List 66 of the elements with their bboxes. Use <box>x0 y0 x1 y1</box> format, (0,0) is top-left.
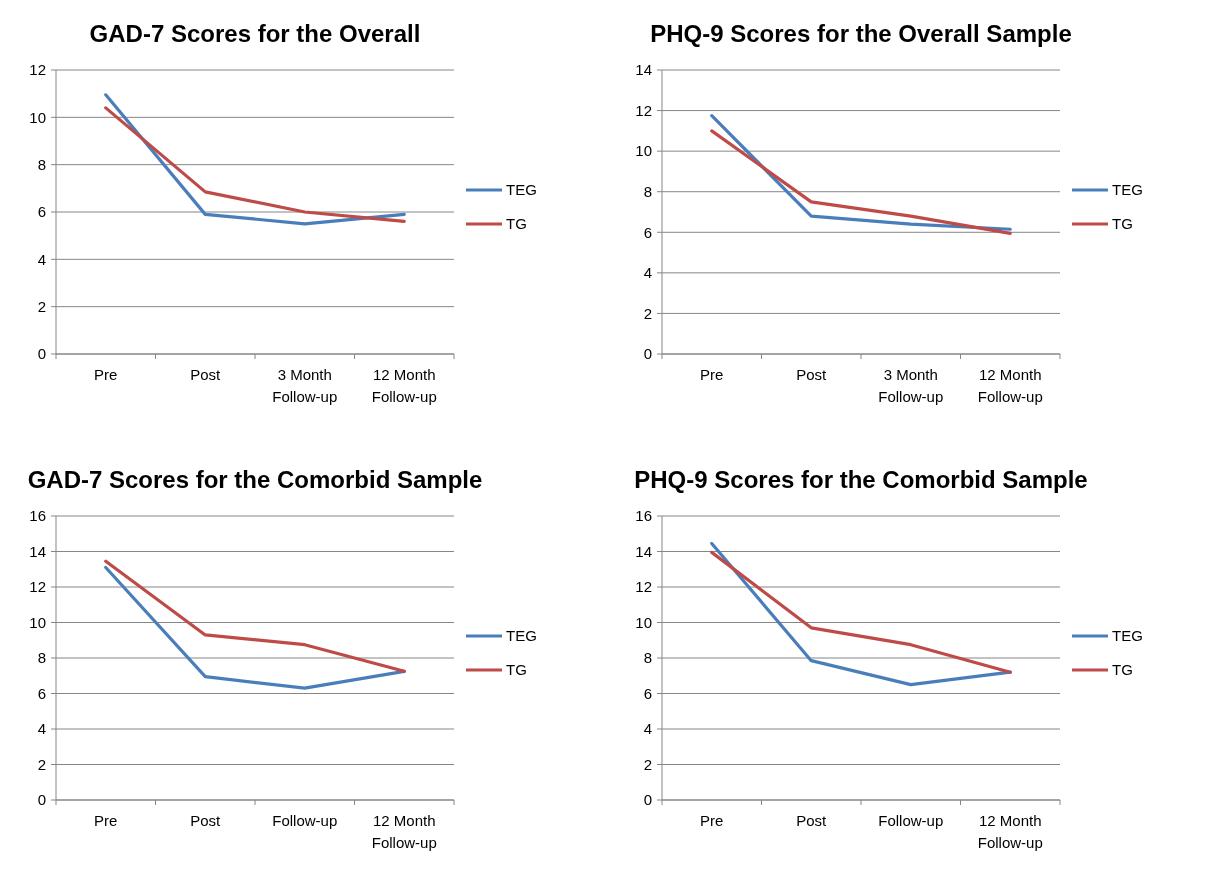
y-tick-label: 8 <box>643 649 652 667</box>
y-tick-label: 14 <box>635 542 652 560</box>
y-tick-label: 2 <box>37 297 46 315</box>
y-tick-label: 0 <box>37 345 46 363</box>
y-tick-label: 4 <box>643 264 652 282</box>
y-tick-label: 14 <box>29 542 46 560</box>
x-tick-label: Pre <box>700 366 724 383</box>
y-tick-label: 12 <box>29 61 46 79</box>
legend-label: TEG <box>1112 181 1143 199</box>
y-tick-label: 10 <box>635 613 652 631</box>
y-tick-label: 10 <box>635 142 652 160</box>
y-tick-label: 4 <box>37 720 46 738</box>
y-tick-label: 0 <box>643 791 652 809</box>
x-tick-label: 12 Month Follow-up <box>371 366 437 405</box>
y-tick-label: 0 <box>643 345 652 363</box>
y-tick-label: 14 <box>635 61 652 79</box>
y-tick-label: 6 <box>643 684 652 702</box>
x-tick-label: Follow-up <box>272 812 338 829</box>
y-tick-label: 4 <box>37 250 46 268</box>
y-tick-label: 6 <box>37 203 46 221</box>
x-tick-label: Pre <box>700 812 724 829</box>
y-tick-label: 12 <box>29 578 46 596</box>
x-tick-label: Pre <box>94 366 118 383</box>
y-tick-label: 2 <box>643 755 652 773</box>
y-tick-label: 10 <box>29 613 46 631</box>
x-tick-label: 3 Month Follow-up <box>272 366 338 405</box>
y-tick-label: 6 <box>643 223 652 241</box>
x-tick-label: 12 Month Follow-up <box>371 812 437 851</box>
y-tick-label: 8 <box>643 182 652 200</box>
legend-label: TG <box>506 215 527 233</box>
x-tick-label: Pre <box>94 812 118 829</box>
x-tick-label: Follow-up <box>878 812 944 829</box>
line-series <box>710 541 1012 687</box>
line-series <box>710 129 1012 235</box>
legend-label: TG <box>1112 215 1133 233</box>
y-tick-label: 0 <box>37 791 46 809</box>
x-tick-label: Post <box>796 812 828 829</box>
x-tick-label: 12 Month Follow-up <box>977 812 1043 851</box>
legend-label: TG <box>506 661 527 679</box>
y-tick-label: 4 <box>643 720 652 738</box>
chart-title: PHQ-9 Scores for the Overall Sample <box>650 20 1072 47</box>
x-tick-label: Post <box>190 366 222 383</box>
chart-title: GAD-7 Scores for the Comorbid Sample <box>27 466 483 493</box>
y-tick-label: 8 <box>37 649 46 667</box>
y-tick-label: 10 <box>29 108 46 126</box>
line-series <box>104 559 406 673</box>
y-tick-label: 2 <box>643 304 652 322</box>
y-tick-label: 6 <box>37 684 46 702</box>
line-series <box>104 565 406 690</box>
y-tick-label: 16 <box>29 507 46 525</box>
y-tick-label: 12 <box>635 101 652 119</box>
y-tick-label: 16 <box>635 507 652 525</box>
y-tick-label: 8 <box>37 155 46 173</box>
x-tick-label: Post <box>796 366 828 383</box>
x-tick-label: 12 Month Follow-up <box>977 366 1043 405</box>
x-tick-label: Post <box>190 812 222 829</box>
y-tick-label: 2 <box>37 755 46 773</box>
legend-label: TEG <box>506 627 537 645</box>
legend-label: TEG <box>1112 627 1143 645</box>
x-tick-label: 3 Month Follow-up <box>878 366 944 405</box>
legend-label: TEG <box>506 181 537 199</box>
line-series <box>710 550 1012 674</box>
y-tick-label: 12 <box>635 578 652 596</box>
legend-label: TG <box>1112 661 1133 679</box>
chart-title: PHQ-9 Scores for the Comorbid Sample <box>634 466 1088 493</box>
chart-title: GAD-7 Scores for the Overall <box>89 20 421 47</box>
